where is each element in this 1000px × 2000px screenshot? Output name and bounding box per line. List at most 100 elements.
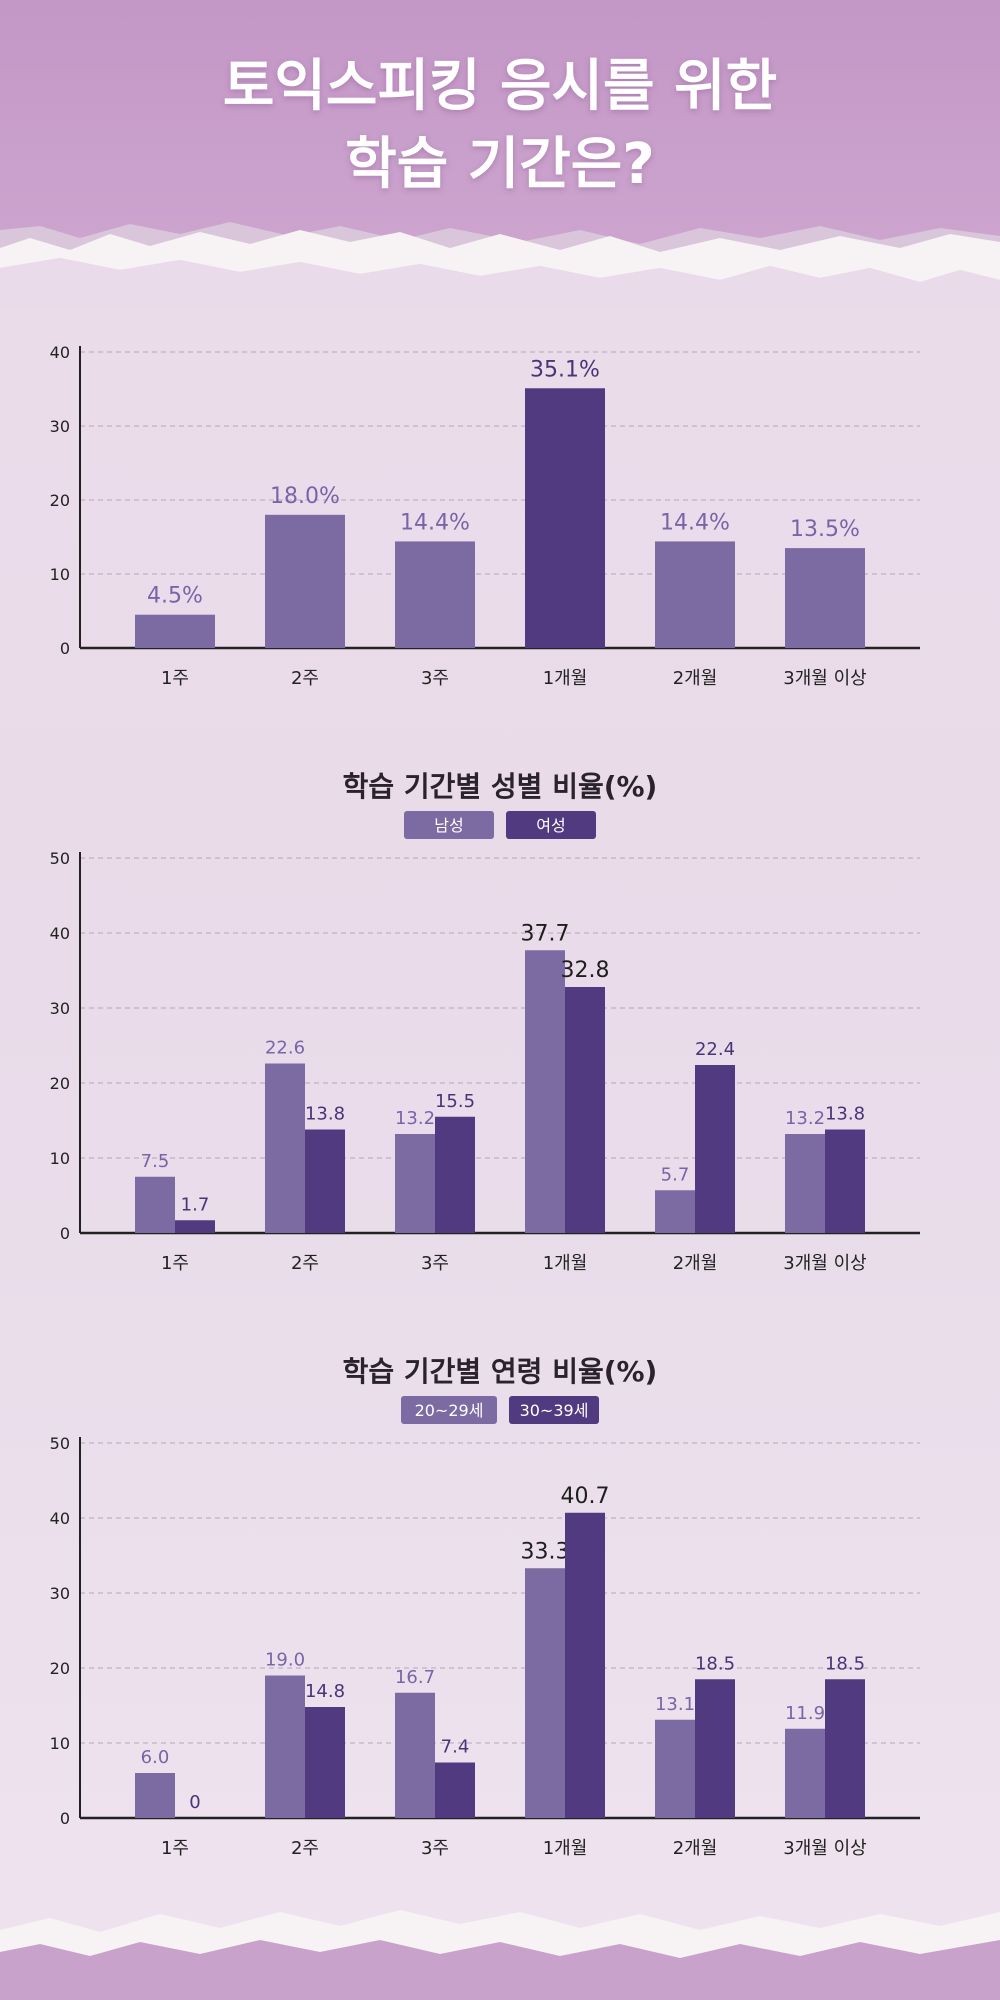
bar xyxy=(655,1190,695,1233)
x-tick-label: 2개월 xyxy=(673,1838,718,1859)
chart-title: 학습 기간별 연령 비율(%) xyxy=(343,1355,658,1388)
bar-value-label: 1.7 xyxy=(181,1194,210,1215)
page-title: 토익스피킹 응시를 위한 학습 기간은? xyxy=(0,48,1000,204)
chart-study-period: 0 10 20 30 40 4.5% 18.0% 14.4% 35.1% 14.4% 13.5% 1주… xyxy=(50,343,920,689)
y-tick-label: 30 xyxy=(50,999,70,1018)
bar-value-label: 19.0 xyxy=(265,1650,305,1671)
chart-title: 학습 기간별 성별 비율(%) xyxy=(343,770,658,803)
x-tick-label: 3개월 이상 xyxy=(783,1253,866,1274)
bar xyxy=(305,1129,345,1233)
legend-swatch xyxy=(401,1396,497,1424)
title-line-2: 학습 기간은? xyxy=(345,132,655,197)
bar xyxy=(695,1065,735,1233)
bar xyxy=(435,1762,475,1818)
bar-value-label: 33.3 xyxy=(521,1539,570,1564)
bar xyxy=(655,1719,695,1818)
bar xyxy=(655,541,735,648)
bar xyxy=(525,950,565,1233)
bar xyxy=(565,1512,605,1818)
bar-value-label: 18.5 xyxy=(825,1653,865,1674)
y-tick-label: 30 xyxy=(50,417,70,436)
bar-value-label: 14.4% xyxy=(400,510,470,535)
x-tick-label: 1개월 xyxy=(543,668,588,689)
x-tick-label: 1개월 xyxy=(543,1253,588,1274)
bar xyxy=(395,541,475,648)
bar-value-label: 13.5% xyxy=(790,517,860,542)
x-tick-label: 2주 xyxy=(291,1838,319,1859)
y-tick-label: 10 xyxy=(50,1734,70,1753)
bar xyxy=(395,1692,435,1818)
bar xyxy=(265,514,345,648)
bar xyxy=(825,1129,865,1233)
bar-value-label: 22.4 xyxy=(695,1039,735,1060)
y-tick-label: 40 xyxy=(50,343,70,362)
torn-paper-edge-top xyxy=(0,222,1000,310)
bar xyxy=(525,1568,565,1818)
y-tick-label: 20 xyxy=(50,491,70,510)
x-tick-label: 3주 xyxy=(421,1253,449,1274)
bar xyxy=(785,1134,825,1233)
x-tick-label: 2주 xyxy=(291,668,319,689)
x-tick-label: 2개월 xyxy=(673,1253,718,1274)
y-tick-label: 50 xyxy=(50,849,70,868)
bar xyxy=(695,1679,735,1818)
y-tick-label: 40 xyxy=(50,924,70,943)
bar xyxy=(135,614,215,648)
y-tick-label: 0 xyxy=(60,639,70,658)
y-tick-label: 0 xyxy=(60,1224,70,1243)
legend-swatch xyxy=(404,811,494,839)
x-tick-label: 1주 xyxy=(161,1253,189,1274)
bar-value-label: 4.5% xyxy=(147,584,203,609)
bar xyxy=(825,1679,865,1818)
bar-value-label: 5.7 xyxy=(661,1164,690,1185)
title-line-1: 토익스피킹 응시를 위한 xyxy=(222,54,778,119)
bar-value-label: 0 xyxy=(189,1792,200,1813)
bar-value-label: 7.5 xyxy=(141,1151,170,1172)
bar xyxy=(265,1063,305,1233)
x-tick-label: 3주 xyxy=(421,668,449,689)
bar xyxy=(395,1134,435,1233)
bar-value-label: 13.8 xyxy=(305,1104,345,1125)
bar xyxy=(435,1116,475,1233)
x-tick-label: 2개월 xyxy=(673,668,718,689)
bar xyxy=(785,548,865,648)
legend-label: 20~29세 xyxy=(415,1401,484,1420)
legend-label: 여성 xyxy=(536,816,565,835)
x-tick-label: 3개월 이상 xyxy=(783,668,866,689)
bar xyxy=(135,1773,175,1818)
bar xyxy=(525,388,605,648)
legend-swatch xyxy=(506,811,596,839)
y-tick-label: 20 xyxy=(50,1074,70,1093)
bar xyxy=(265,1675,305,1818)
x-tick-label: 3주 xyxy=(421,1838,449,1859)
legend-swatch xyxy=(509,1396,599,1424)
y-tick-label: 50 xyxy=(50,1434,70,1453)
bar-value-label: 13.8 xyxy=(825,1104,865,1125)
bar-value-label: 18.5 xyxy=(695,1653,735,1674)
bar-value-label: 11.9 xyxy=(785,1703,825,1724)
x-tick-label: 3개월 이상 xyxy=(783,1838,866,1859)
y-tick-label: 30 xyxy=(50,1584,70,1603)
x-tick-label: 1개월 xyxy=(543,1838,588,1859)
bar xyxy=(305,1707,345,1818)
bar-value-label: 14.8 xyxy=(305,1681,345,1702)
y-tick-label: 10 xyxy=(50,1149,70,1168)
legend-label: 30~39세 xyxy=(520,1401,589,1420)
bar-value-label: 16.7 xyxy=(395,1667,435,1688)
bar-value-label: 13.2 xyxy=(395,1108,435,1129)
bar-value-label: 18.0% xyxy=(270,484,340,509)
bar-value-label: 13.1 xyxy=(655,1694,695,1715)
bar xyxy=(135,1176,175,1233)
bar-value-label: 32.8 xyxy=(561,958,610,983)
bar-value-label: 37.7 xyxy=(521,921,570,946)
y-tick-label: 0 xyxy=(60,1809,70,1828)
y-tick-label: 40 xyxy=(50,1509,70,1528)
legend-label: 남성 xyxy=(434,816,463,835)
bar xyxy=(785,1728,825,1818)
x-tick-label: 2주 xyxy=(291,1253,319,1274)
chart-study-period-by-age: 학습 기간별 연령 비율(%) 20~29세 30~39세 0 10 20 30 40 50 6.… xyxy=(50,1355,920,1859)
bar xyxy=(175,1220,215,1233)
bar-value-label: 22.6 xyxy=(265,1038,305,1059)
bar-value-label: 7.4 xyxy=(441,1737,470,1758)
bar-value-label: 6.0 xyxy=(141,1747,170,1768)
